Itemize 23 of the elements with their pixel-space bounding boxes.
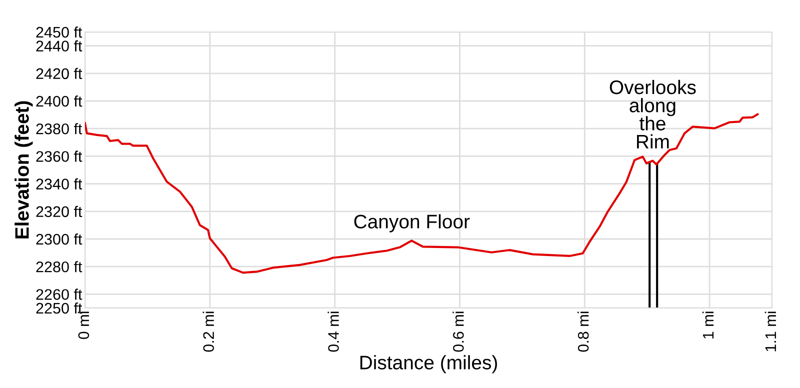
y-tick-label: 2260 ft [36, 288, 82, 300]
x-tick-label: 0.4 mi [328, 312, 339, 352]
x-axis-title: Distance (miles) [360, 355, 497, 374]
y-tick-label: 2280 ft [36, 261, 82, 272]
y-tick-label: 2400 ft [36, 95, 82, 107]
y-tick-label: 2380 ft [36, 123, 82, 134]
x-tick-label: 0.2 mi [202, 312, 214, 352]
x-tick-label: 1.1 mi [764, 312, 776, 352]
x-tick-label: 1 mi [702, 312, 714, 338]
y-axis-title: Elevation (feet) [14, 101, 33, 238]
y-tick-label: 2440 ft [36, 40, 82, 52]
x-tick-label: 0 mi [78, 312, 90, 340]
y-tick-label: 2340 ft [36, 178, 82, 190]
y-tick-label: 2360 ft [36, 150, 82, 162]
y-tick-label: 2420 ft [36, 68, 82, 80]
y-tick-label: 2300 ft [36, 233, 82, 245]
annotation: Overlooks along the Rim [610, 80, 696, 148]
y-tick-label: 2250 ft [36, 302, 82, 314]
x-tick-label: 0.6 mi [452, 312, 464, 352]
y-tick-label: 2450 ft [36, 26, 82, 38]
x-tick-label: 0.8 mi [578, 312, 589, 352]
y-tick-label: 2320 ft [36, 206, 82, 218]
annotation: Canyon Floor [354, 214, 470, 232]
